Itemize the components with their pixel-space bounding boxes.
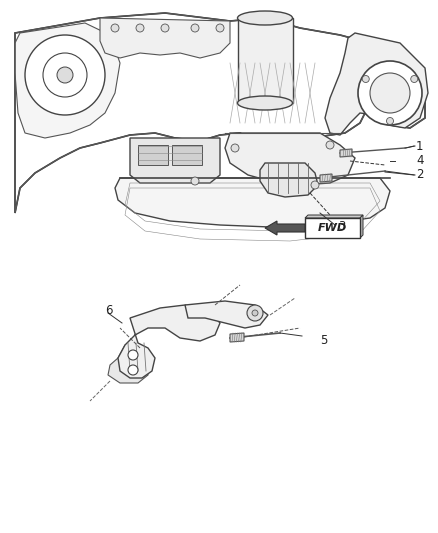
Circle shape xyxy=(57,67,73,83)
Polygon shape xyxy=(230,333,244,342)
Polygon shape xyxy=(130,138,220,183)
Circle shape xyxy=(311,181,319,189)
Polygon shape xyxy=(100,18,230,58)
Polygon shape xyxy=(340,149,352,157)
Text: 2: 2 xyxy=(416,168,424,182)
Text: 3: 3 xyxy=(338,221,346,233)
Circle shape xyxy=(247,305,263,321)
Circle shape xyxy=(161,24,169,32)
Circle shape xyxy=(216,24,224,32)
Polygon shape xyxy=(225,133,355,185)
Text: 5: 5 xyxy=(320,334,327,346)
Bar xyxy=(172,145,202,165)
Polygon shape xyxy=(325,33,428,135)
Polygon shape xyxy=(360,215,363,238)
Circle shape xyxy=(411,76,418,83)
Polygon shape xyxy=(108,345,148,383)
Circle shape xyxy=(386,117,393,125)
Circle shape xyxy=(191,177,199,185)
Polygon shape xyxy=(118,305,220,378)
Polygon shape xyxy=(115,178,390,227)
Ellipse shape xyxy=(237,11,293,25)
Bar xyxy=(138,145,168,165)
Polygon shape xyxy=(305,218,360,238)
Circle shape xyxy=(136,24,144,32)
Circle shape xyxy=(358,61,422,125)
Text: 4: 4 xyxy=(416,155,424,167)
Circle shape xyxy=(25,35,105,115)
Circle shape xyxy=(326,141,334,149)
Circle shape xyxy=(191,24,199,32)
Circle shape xyxy=(231,144,239,152)
Circle shape xyxy=(370,73,410,113)
Circle shape xyxy=(362,76,369,83)
FancyArrow shape xyxy=(265,221,305,235)
Text: FWD: FWD xyxy=(318,223,346,233)
Polygon shape xyxy=(320,174,332,182)
Text: 6: 6 xyxy=(105,304,113,318)
Circle shape xyxy=(43,53,87,97)
Polygon shape xyxy=(305,215,363,218)
Bar xyxy=(238,18,293,103)
Polygon shape xyxy=(15,13,425,213)
Polygon shape xyxy=(185,301,268,328)
Circle shape xyxy=(111,24,119,32)
Text: 1: 1 xyxy=(416,140,424,152)
Polygon shape xyxy=(260,163,318,197)
Ellipse shape xyxy=(237,96,293,110)
Polygon shape xyxy=(15,23,120,138)
Circle shape xyxy=(252,310,258,316)
Circle shape xyxy=(128,365,138,375)
Circle shape xyxy=(128,350,138,360)
